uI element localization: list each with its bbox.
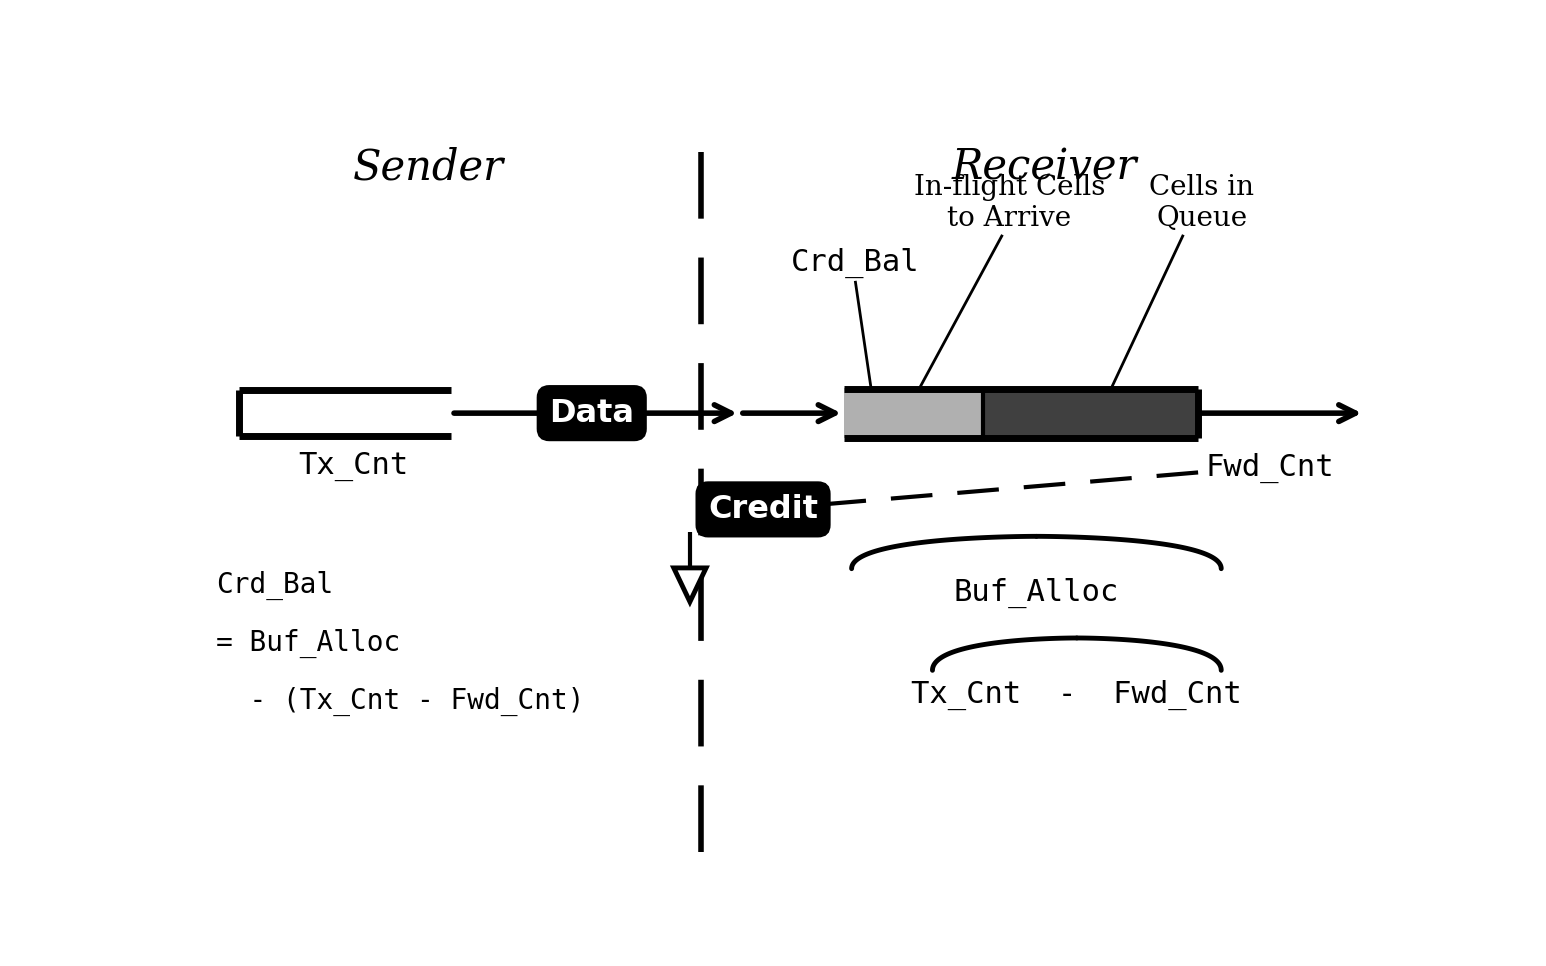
Text: Sender: Sender [352, 147, 504, 188]
Text: Buf_Alloc: Buf_Alloc [954, 578, 1119, 608]
Text: In-flight Cells
to Arrive: In-flight Cells to Arrive [914, 174, 1105, 232]
Text: Data: Data [549, 398, 634, 429]
Bar [844, 388, 983, 438]
Text: Crd_Bal: Crd_Bal [792, 248, 920, 278]
Bar [983, 388, 1198, 438]
Text: Crd_Bal: Crd_Bal [216, 571, 334, 600]
Bar [983, 388, 1198, 438]
Text: Cells in
Queue: Cells in Queue [1150, 174, 1254, 232]
Text: Tx_Cnt: Tx_Cnt [298, 452, 408, 481]
Text: = Buf_Alloc: = Buf_Alloc [216, 629, 400, 658]
Text: - (Tx_Cnt - Fwd_Cnt): - (Tx_Cnt - Fwd_Cnt) [216, 687, 584, 716]
Text: Fwd_Cnt: Fwd_Cnt [1206, 453, 1334, 483]
Text: Tx_Cnt  -  Fwd_Cnt: Tx_Cnt - Fwd_Cnt [912, 679, 1243, 710]
Text: Credit: Credit [708, 494, 818, 525]
Polygon shape [674, 568, 707, 602]
Text: Receiver: Receiver [951, 147, 1136, 188]
